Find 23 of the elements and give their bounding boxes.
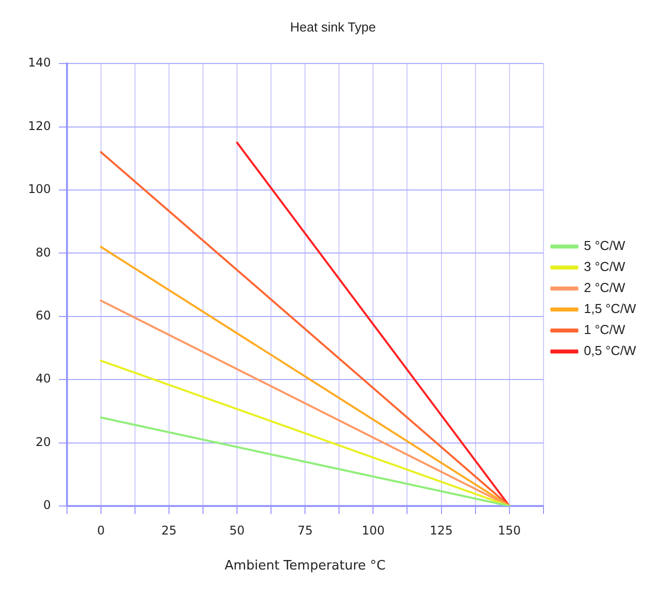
- y-tick-label: 100: [28, 182, 51, 196]
- y-tick-label: 40: [36, 372, 51, 386]
- x-tick-label: 25: [161, 523, 177, 538]
- legend-label: 0,5 °C/W: [584, 343, 637, 358]
- y-tick-label: 0: [43, 498, 51, 512]
- legend-label: 2 °C/W: [584, 280, 626, 296]
- y-tick-label: 140: [28, 56, 51, 70]
- legend-label: 1,5 °C/W: [584, 301, 637, 316]
- x-tick-label: 0: [97, 523, 105, 538]
- legend-label: 3 °C/W: [584, 259, 626, 274]
- y-tick-label: 120: [28, 118, 51, 133]
- x-tick-label: 75: [297, 523, 313, 538]
- x-tick-label: 100: [362, 523, 385, 538]
- x-tick-label: 50: [229, 523, 245, 538]
- x-tick-label: 150: [498, 523, 521, 538]
- chart-title: Heat sink Type: [290, 19, 376, 34]
- y-tick-label: 80: [36, 245, 51, 260]
- y-tick-label: 60: [36, 308, 51, 323]
- legend-label: 5 °C/W: [584, 238, 626, 254]
- x-axis-title: Ambient Temperature °C: [224, 558, 386, 574]
- x-tick-label: 125: [430, 523, 453, 538]
- legend-label: 1 °C/W: [584, 322, 626, 338]
- y-tick-label: 20: [36, 434, 51, 449]
